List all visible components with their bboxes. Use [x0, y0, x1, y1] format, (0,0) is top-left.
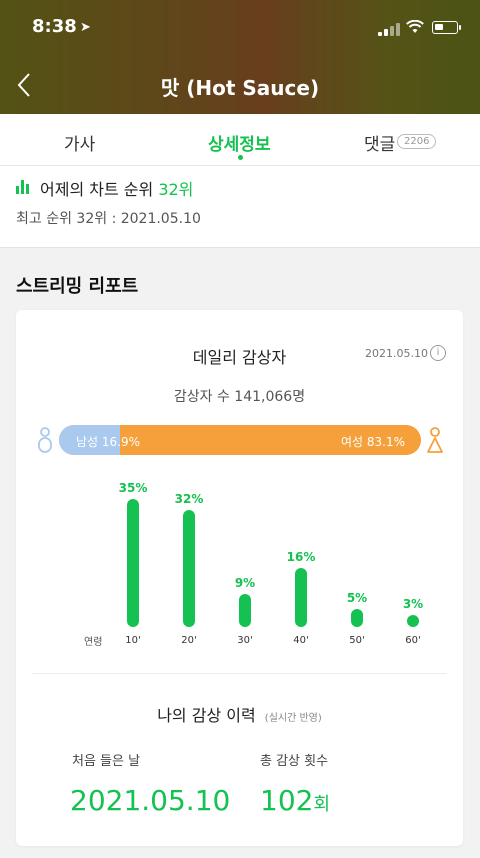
- album-header: 8:38 ➤ 맛 (Hot Sauce): [0, 0, 480, 114]
- total-plays-label: 총 감상 횟수: [260, 754, 329, 769]
- age-percent-label: 3%: [402, 597, 424, 611]
- header-overlay: [0, 0, 480, 114]
- info-icon[interactable]: i: [430, 345, 446, 361]
- age-percent-label: 35%: [118, 481, 148, 495]
- chevron-left-icon[interactable]: [14, 72, 38, 98]
- status-time: 8:38: [32, 16, 77, 37]
- report-date: 2021.05.10: [365, 347, 428, 360]
- tab-bar: 가사 상세정보 댓글 2206: [0, 114, 480, 166]
- age-group-label: 60': [405, 635, 421, 646]
- age-group-label: 30': [237, 635, 253, 646]
- first-listen-date: 2021.05.10: [70, 784, 231, 817]
- daily-listeners-title: 데일리 감상자: [192, 348, 287, 367]
- age-column: 32% 20': [169, 475, 209, 655]
- age-bar: [295, 568, 307, 627]
- age-axis-label: 연령: [84, 637, 103, 648]
- my-history-subtitle: (실시간 반영): [264, 713, 322, 724]
- male-person-icon: [38, 427, 52, 453]
- age-percent-label: 32%: [174, 491, 204, 506]
- my-history-title: 나의 감상 이력 (실시간 반영): [16, 702, 463, 726]
- listener-count: 감상자 수 141,066명: [173, 389, 306, 405]
- age-column: 35% 10': [113, 475, 153, 655]
- wifi-icon: [406, 20, 424, 33]
- total-plays-value: 102회: [260, 784, 330, 817]
- my-history-title-main: 나의 감상 이력: [157, 706, 256, 725]
- first-listen-label: 처음 들은 날: [72, 754, 141, 769]
- battery-icon: [432, 21, 461, 34]
- age-percent-label: 9%: [234, 576, 256, 591]
- tab-details[interactable]: 상세정보: [208, 135, 271, 155]
- age-column: 16% 40': [281, 475, 321, 655]
- bar-chart-icon: [16, 178, 32, 194]
- total-plays-unit: 회: [313, 794, 331, 815]
- age-group-label: 20': [181, 635, 197, 646]
- age-group-label: 10': [125, 635, 141, 646]
- age-bar: [183, 509, 195, 627]
- cellular-signal-icon: [378, 22, 402, 36]
- female-share-label: 여성 83.1%: [340, 435, 405, 449]
- age-distribution-chart: 연령 35% 10' 32% 20' 9% 30' 16% 40' 5% 50' 3% 60': [16, 475, 463, 655]
- best-rank: 최고 순위 32위 : 2021.05.10: [16, 211, 201, 227]
- yesterday-rank: 어제의 차트 순위 32위: [40, 176, 193, 200]
- tab-lyrics[interactable]: 가사: [64, 135, 96, 155]
- age-bar: [407, 615, 419, 627]
- male-share-label: 남성 16.9%: [76, 435, 141, 449]
- age-bar: [351, 608, 363, 627]
- rank-label: 어제의 차트 순위: [40, 180, 154, 199]
- age-percent-label: 5%: [346, 590, 368, 605]
- total-plays-count: 102: [260, 784, 314, 817]
- male-share-bar: [59, 425, 121, 455]
- gender-ratio-bar: 남성 16.9% 여성 83.1%: [59, 425, 421, 455]
- age-column: 3% 60': [393, 475, 433, 655]
- location-arrow-icon: ➤: [80, 20, 91, 35]
- age-bar: [127, 499, 139, 627]
- age-column: 5% 50': [337, 475, 377, 655]
- active-tab-indicator: [238, 155, 243, 160]
- age-group-label: 50': [349, 635, 365, 646]
- age-group-label: 40': [293, 635, 309, 646]
- streaming-report-card: 데일리 감상자 2021.05.10 i 감상자 수 141,066명 남성 1…: [16, 310, 463, 846]
- streaming-report-title: 스트리밍 리포트: [16, 276, 139, 297]
- divider: [32, 673, 447, 674]
- comment-count-badge: 2206: [397, 134, 437, 149]
- status-bar: 8:38 ➤: [0, 12, 480, 46]
- age-bar: [239, 594, 251, 627]
- female-person-icon: [427, 427, 443, 453]
- rank-value: 32위: [158, 180, 194, 199]
- tab-comments[interactable]: 댓글: [364, 135, 396, 155]
- age-column: 9% 30': [225, 475, 265, 655]
- chart-rank-section: 어제의 차트 순위 32위 최고 순위 32위 : 2021.05.10: [0, 166, 480, 248]
- page-title: 맛 (Hot Sauce): [160, 76, 320, 100]
- age-percent-label: 16%: [286, 550, 316, 565]
